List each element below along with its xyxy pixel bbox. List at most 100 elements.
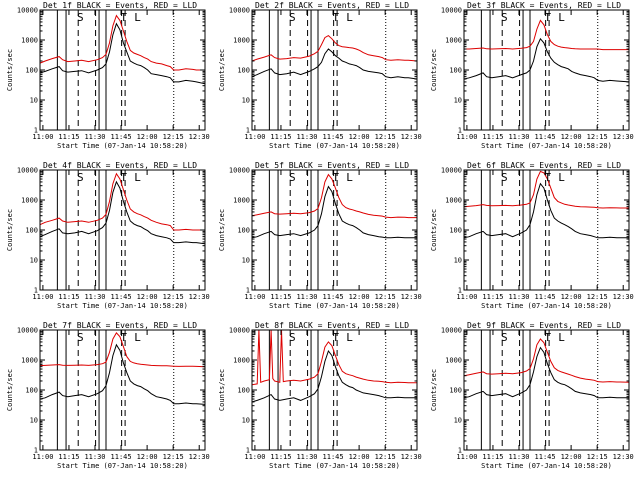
y-tick-label: 1000 bbox=[21, 357, 38, 365]
lld-series-line bbox=[252, 34, 417, 62]
y-tick-label: 100 bbox=[237, 227, 250, 235]
plot-frame bbox=[463, 9, 630, 131]
y-tick-label: 100 bbox=[237, 387, 250, 395]
y-tick-label: 1000 bbox=[445, 197, 462, 205]
x-tick-label: 12:30 bbox=[189, 133, 210, 141]
state-marker-s: S bbox=[77, 171, 84, 184]
events-series-line bbox=[464, 182, 629, 239]
state-marker-l: L bbox=[134, 331, 141, 344]
state-marker-l: L bbox=[346, 331, 353, 344]
y-tick-label: 1000 bbox=[21, 37, 38, 45]
x-tick-label: 12:15 bbox=[163, 293, 184, 301]
lld-series-line bbox=[464, 19, 629, 51]
y-tick-label: 10000 bbox=[229, 7, 250, 15]
x-tick-label: 12:30 bbox=[401, 293, 422, 301]
y-axis-label: Counts/sec bbox=[218, 49, 226, 91]
lld-series-line bbox=[252, 173, 417, 219]
x-tick-label: 12:30 bbox=[613, 453, 634, 461]
events-series-line bbox=[464, 37, 629, 83]
y-tick-label: 1000 bbox=[445, 357, 462, 365]
x-tick-label: 12:15 bbox=[375, 293, 396, 301]
x-tick-label: 11:30 bbox=[84, 453, 105, 461]
x-tick-label: 11:30 bbox=[296, 293, 317, 301]
y-axis-label: Counts/sec bbox=[430, 49, 438, 91]
x-tick-label: 11:30 bbox=[508, 293, 529, 301]
y-tick-label: 100 bbox=[25, 387, 38, 395]
x-tick-label: 12:00 bbox=[137, 133, 158, 141]
x-tick-label: 12:15 bbox=[375, 453, 396, 461]
y-axis-label: Counts/sec bbox=[218, 209, 226, 251]
y-tick-label: 1 bbox=[246, 127, 250, 135]
x-tick-label: 12:00 bbox=[137, 453, 158, 461]
state-marker-t: T bbox=[544, 331, 551, 344]
x-tick-label: 11:00 bbox=[32, 453, 53, 461]
x-axis-label: Start Time (07-Jan-14 10:58:20) bbox=[269, 142, 400, 150]
x-tick-label: 11:45 bbox=[111, 453, 132, 461]
state-marker-t: T bbox=[544, 171, 551, 184]
lld-series-line bbox=[464, 338, 629, 383]
state-marker-s: S bbox=[77, 11, 84, 24]
y-tick-label: 10000 bbox=[441, 327, 462, 335]
x-tick-label: 11:15 bbox=[270, 293, 291, 301]
state-marker-t: T bbox=[120, 171, 127, 184]
y-axis-label: Counts/sec bbox=[218, 369, 226, 411]
x-tick-label: 11:00 bbox=[456, 133, 477, 141]
x-axis-label: Start Time (07-Jan-14 10:58:20) bbox=[481, 142, 612, 150]
y-tick-label: 1000 bbox=[445, 37, 462, 45]
y-tick-label: 10000 bbox=[17, 167, 38, 175]
y-tick-label: 10 bbox=[30, 257, 38, 265]
x-tick-label: 12:15 bbox=[587, 133, 608, 141]
x-tick-label: 11:45 bbox=[535, 133, 556, 141]
state-marker-s: S bbox=[289, 331, 296, 344]
x-tick-label: 12:30 bbox=[613, 293, 634, 301]
events-series-line bbox=[252, 185, 417, 239]
x-tick-label: 11:30 bbox=[296, 453, 317, 461]
state-marker-s: S bbox=[77, 331, 84, 344]
y-tick-label: 10000 bbox=[229, 167, 250, 175]
plot-frame bbox=[39, 329, 206, 451]
state-marker-l: L bbox=[558, 11, 565, 24]
y-tick-label: 1 bbox=[34, 287, 38, 295]
y-tick-label: 10 bbox=[454, 417, 462, 425]
y-tick-label: 100 bbox=[449, 67, 462, 75]
y-tick-label: 1 bbox=[246, 447, 250, 455]
y-tick-label: 10 bbox=[30, 417, 38, 425]
x-tick-label: 12:15 bbox=[587, 453, 608, 461]
x-tick-label: 12:30 bbox=[401, 133, 422, 141]
panel-title: Det 8f BLACK = Events, RED = LLD bbox=[255, 321, 409, 330]
events-series-line bbox=[252, 48, 417, 80]
plot-frame bbox=[251, 9, 418, 131]
panel-title: Det 9f BLACK = Events, RED = LLD bbox=[467, 321, 621, 330]
x-tick-label: 11:15 bbox=[270, 133, 291, 141]
state-marker-s: S bbox=[289, 171, 296, 184]
state-marker-t: T bbox=[120, 11, 127, 24]
x-tick-label: 12:00 bbox=[349, 293, 370, 301]
y-tick-label: 10 bbox=[454, 97, 462, 105]
events-series-line bbox=[40, 343, 205, 405]
lld-series-line bbox=[40, 14, 205, 71]
x-tick-label: 12:30 bbox=[401, 453, 422, 461]
x-tick-label: 11:45 bbox=[111, 293, 132, 301]
state-marker-t: T bbox=[544, 11, 551, 24]
x-tick-label: 12:00 bbox=[561, 293, 582, 301]
panel-title: Det 6f BLACK = Events, RED = LLD bbox=[467, 161, 621, 170]
x-tick-label: 12:00 bbox=[561, 453, 582, 461]
y-tick-label: 100 bbox=[449, 227, 462, 235]
y-tick-label: 100 bbox=[237, 67, 250, 75]
x-axis-label: Start Time (07-Jan-14 10:58:20) bbox=[481, 302, 612, 310]
y-axis-label: Counts/sec bbox=[430, 209, 438, 251]
panel-title: Det 4f BLACK = Events, RED = LLD bbox=[43, 161, 197, 170]
y-tick-label: 10 bbox=[242, 97, 250, 105]
x-tick-label: 11:15 bbox=[58, 133, 79, 141]
x-axis-label: Start Time (07-Jan-14 10:58:20) bbox=[269, 462, 400, 470]
state-marker-s: S bbox=[501, 331, 508, 344]
plot-frame bbox=[251, 329, 418, 451]
state-marker-l: L bbox=[134, 11, 141, 24]
plot-frame bbox=[463, 169, 630, 291]
y-tick-label: 1 bbox=[246, 287, 250, 295]
